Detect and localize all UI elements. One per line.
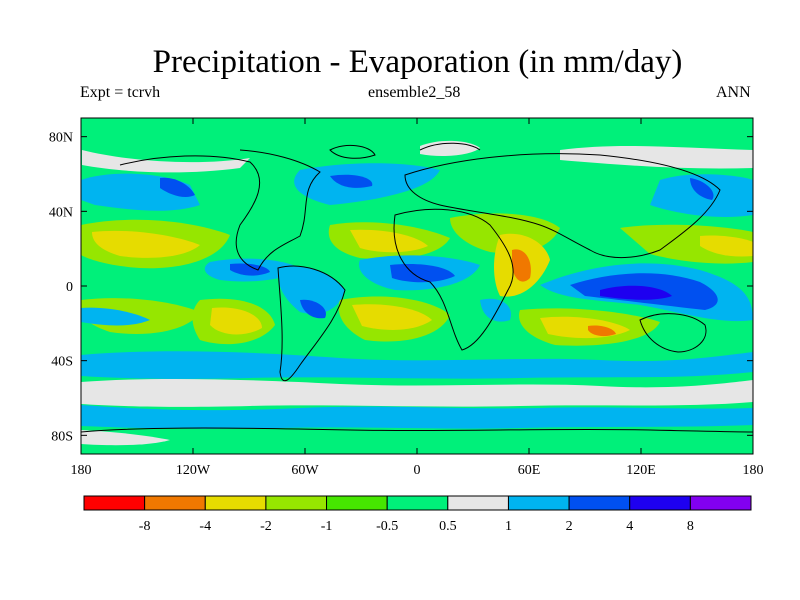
antarctica-coast <box>81 427 753 433</box>
colorbar-label: 4 <box>626 519 633 534</box>
colorbar-label: -0.5 <box>376 519 398 534</box>
south-indian-dry-peak <box>588 325 616 337</box>
colorbar-swatch <box>144 495 206 511</box>
colorbar-swatch <box>204 495 267 511</box>
north-america-coast <box>119 149 321 271</box>
colorbar-label: -8 <box>139 519 151 534</box>
arabian-sea-dry-core <box>512 249 531 282</box>
x-tick-label: 180 <box>71 463 92 478</box>
colorbar-label: 0.5 <box>439 519 457 534</box>
antarctic-grey-patch <box>81 430 170 446</box>
y-tick-label: 80S <box>51 429 73 444</box>
south-america-coast <box>277 265 346 382</box>
maritime-continent-core <box>600 285 672 300</box>
arctic-band <box>81 118 753 157</box>
north-atlantic-dry-core <box>350 229 428 253</box>
colorbar-swatch <box>265 495 328 511</box>
arctic-grey-band <box>82 150 250 173</box>
kuroshio-core <box>690 178 714 200</box>
colorbar-swatch <box>386 495 449 511</box>
south-east-pacific-dry-core <box>210 307 262 335</box>
colorbar-swatch <box>689 495 752 511</box>
x-tick-label: 180 <box>743 463 764 478</box>
y-tick-label: 40N <box>49 205 73 220</box>
congo-wet <box>480 298 511 322</box>
eurasia-coast <box>404 153 721 259</box>
colorbar-swatch <box>83 495 146 511</box>
colorbar-swatch <box>568 495 631 511</box>
north-atlantic-core <box>330 174 373 188</box>
season-label: ANN <box>716 84 751 101</box>
colorbar-swatch <box>447 495 509 511</box>
y-tick-label: 80N <box>49 131 73 146</box>
antarctic-coast-wet <box>81 405 753 429</box>
gulf-alaska-wet <box>160 177 195 198</box>
x-tick-label: 0 <box>414 463 421 478</box>
map-field <box>81 118 753 454</box>
africa-coast <box>393 208 514 351</box>
colorbar-label: 2 <box>566 519 573 534</box>
greenland-coast <box>329 144 376 159</box>
northwest-pacific-dry-core <box>700 235 753 257</box>
colorbar-swatch <box>507 495 570 511</box>
coastlines <box>81 142 753 433</box>
southern-ocean-wet <box>81 351 753 379</box>
x-tick-label: 120E <box>626 463 656 478</box>
colorbar-label: -4 <box>199 519 211 534</box>
antarctica-field <box>81 428 753 454</box>
colorbar-label: 8 <box>687 519 694 534</box>
y-tick-label: 40S <box>51 355 73 370</box>
colorbar-label: 1 <box>505 519 512 534</box>
experiment-label: Expt = tcrvh <box>80 84 161 101</box>
colorbar-swatch <box>629 495 691 511</box>
x-tick-label: 60E <box>518 463 541 478</box>
colorbar: -8 -4 -2 -1 -0.5 0.5 1 2 4 8 <box>83 495 752 534</box>
north-pacific-dry-core <box>92 230 200 258</box>
southern-ocean-grey <box>81 378 753 407</box>
colorbar-label: -2 <box>260 519 272 534</box>
scandinavia-coast <box>419 142 481 151</box>
south-atlantic-dry-core <box>352 304 432 330</box>
y-tick-label: 0 <box>66 280 73 295</box>
atlantic-itcz-core <box>390 264 455 283</box>
chart-title: Precipitation - Evaporation (in mm/day) <box>152 44 683 80</box>
colorbar-label: -1 <box>321 519 333 534</box>
amazon-core <box>300 299 326 319</box>
x-axis: 180 120W 60W 0 60E 120E 180 <box>71 118 764 478</box>
x-tick-label: 120W <box>176 463 211 478</box>
colorbar-swatch <box>326 495 388 511</box>
spcz-tail <box>81 307 150 326</box>
x-tick-label: 60W <box>291 463 319 478</box>
ensemble-label: ensemble2_58 <box>368 84 461 101</box>
y-axis: 80N 40N 0 40S 80S <box>49 131 753 444</box>
australia-coast <box>639 313 707 353</box>
siberia-grey-band <box>560 145 753 169</box>
amazon-wet <box>278 266 345 314</box>
